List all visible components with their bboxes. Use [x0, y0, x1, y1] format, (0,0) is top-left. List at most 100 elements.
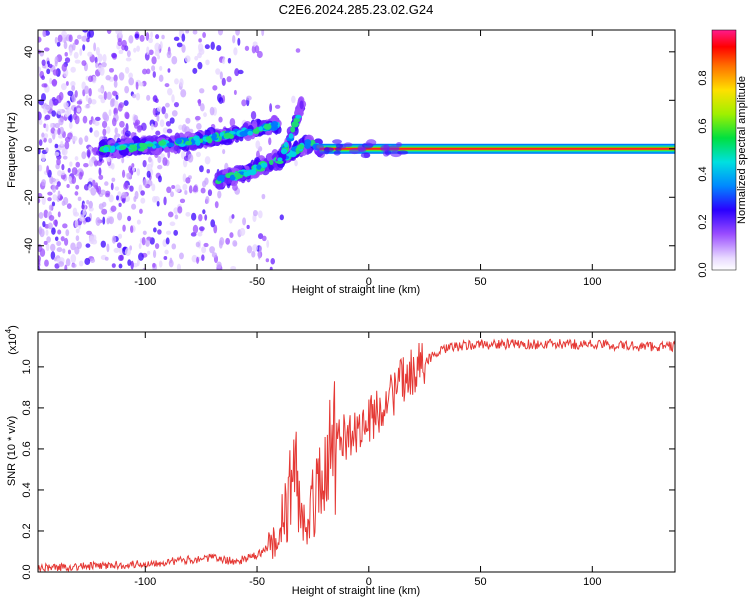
heat-speckle [157, 156, 162, 164]
heat-speckle [129, 185, 134, 192]
heat-speckle [166, 186, 172, 194]
heat-speckle [219, 237, 225, 246]
heat-speckle [115, 94, 119, 100]
heat-speckle [156, 114, 160, 122]
heat-speckle [127, 259, 132, 266]
heat-speckle [57, 127, 61, 136]
heat-speckle [124, 45, 129, 52]
heat-speckle [122, 224, 126, 232]
heat-speckle [203, 112, 207, 118]
heat-speckle [43, 47, 50, 52]
heat-speckle [261, 235, 267, 242]
heat-speckle [111, 235, 117, 244]
y-tick-label: 0.4 [21, 482, 33, 497]
heat-speckle [67, 167, 71, 173]
heat-speckle [64, 264, 68, 270]
ridge-core [223, 132, 233, 139]
ridge-core [258, 126, 263, 131]
heat-speckle [108, 194, 114, 203]
heat-speckle [154, 42, 161, 52]
heat-speckle [83, 162, 89, 168]
heat-speckle [113, 80, 118, 88]
heat-speckle [198, 226, 205, 232]
heat-speckle [231, 214, 235, 219]
y-tick-label: 0.8 [21, 400, 33, 415]
heat-speckle [206, 169, 210, 174]
heat-speckle [147, 250, 151, 255]
heat-speckle [69, 161, 73, 167]
heat-speckle [229, 117, 236, 127]
heat-speckle [61, 148, 68, 156]
heat-speckle [89, 127, 93, 133]
heat-speckle [205, 59, 210, 66]
ridge-core [248, 169, 257, 176]
heat-speckle [195, 151, 201, 158]
heat-speckle [113, 107, 119, 116]
snr-frame [37, 331, 676, 573]
y-tick-label: -20 [23, 189, 35, 205]
heat-speckle [44, 114, 51, 121]
heat-speckle [213, 224, 218, 234]
heat-speckle [64, 141, 70, 150]
heat-speckle [148, 156, 152, 163]
heat-speckle [152, 71, 156, 78]
heat-speckle [258, 233, 264, 240]
heat-speckle [42, 30, 47, 38]
x-tick-label: -100 [134, 576, 156, 588]
heat-speckle [64, 237, 69, 246]
heat-speckle [38, 111, 42, 121]
y-tick-label: 20 [23, 94, 35, 106]
heat-speckle [47, 222, 53, 230]
heat-speckle [118, 202, 122, 207]
heat-speckle [210, 219, 216, 228]
heat-speckle [167, 88, 173, 96]
heat-speckle [50, 243, 56, 252]
ridge-blob [239, 135, 244, 142]
snr-scale-label: (x104) [4, 325, 19, 355]
heat-speckle [159, 119, 165, 128]
heat-speckle [197, 232, 203, 237]
ridge-blob [173, 145, 180, 151]
heat-speckle [61, 63, 67, 72]
heat-speckle [158, 175, 162, 183]
heat-speckle [124, 247, 131, 257]
heat-speckle [116, 195, 119, 201]
heat-speckle [87, 75, 94, 83]
heat-speckle [246, 224, 250, 230]
heat-speckle [61, 170, 65, 176]
heat-speckle [182, 183, 188, 191]
heat-speckle [169, 117, 175, 124]
spectrogram-x-label: Height of straight line (km) [292, 284, 420, 296]
heat-speckle [197, 61, 203, 70]
heat-speckle [130, 225, 134, 233]
heat-speckle [125, 57, 132, 62]
heat-speckle [38, 265, 41, 270]
heat-speckle [57, 229, 62, 235]
heat-speckle [274, 104, 281, 109]
heat-speckle [181, 44, 186, 53]
heat-speckle [98, 94, 104, 100]
heat-speckle [126, 172, 132, 180]
ridge-core [295, 114, 302, 119]
heat-speckle [198, 98, 202, 107]
heat-speckle [140, 197, 146, 204]
heat-speckle [111, 177, 116, 182]
ridge-core [283, 141, 289, 148]
heat-speckle [93, 130, 100, 138]
heat-speckle [180, 89, 187, 98]
heat-speckle [131, 203, 137, 210]
heat-speckle [173, 207, 179, 215]
carrier-blob [358, 146, 367, 153]
heat-speckle [198, 38, 202, 43]
spectrogram-image [38, 30, 675, 270]
y-tick-label: 40 [23, 46, 35, 58]
heat-speckle [257, 250, 261, 260]
heat-speckle [118, 30, 123, 38]
ridge-core [288, 133, 294, 139]
heat-speckle [118, 246, 124, 255]
heat-speckle [71, 263, 77, 268]
heat-speckle [95, 217, 101, 226]
heat-speckle [60, 236, 65, 242]
heat-speckle [194, 115, 201, 121]
carrier-blob [333, 150, 341, 156]
